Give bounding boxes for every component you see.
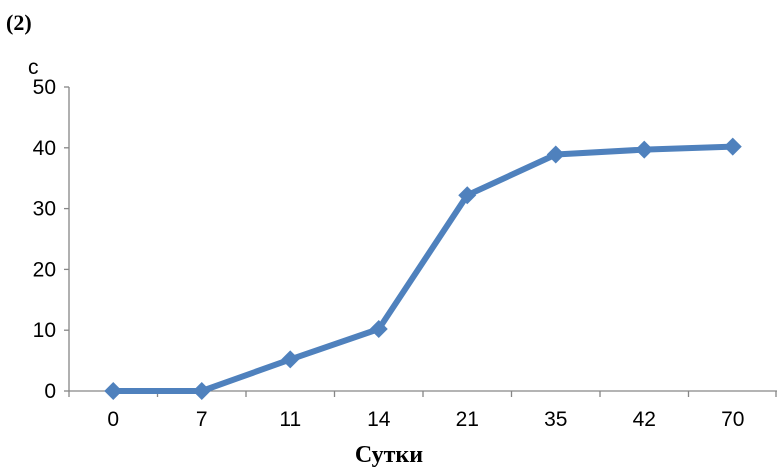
x-tick-label: 7 (196, 408, 208, 431)
x-tick-label: 21 (456, 408, 479, 431)
data-point-marker (104, 382, 123, 400)
y-axis-label: с (28, 56, 39, 79)
y-tick-label: 30 (33, 198, 56, 221)
series-line (110, 143, 736, 394)
y-tick-label: 50 (33, 76, 56, 99)
y-axis: 0 10 20 30 40 50 (33, 76, 70, 403)
marker-group (104, 137, 742, 400)
x-tick-label: 0 (107, 408, 119, 431)
x-axis-title: Сутки (355, 442, 423, 468)
data-point-marker (281, 350, 300, 369)
y-tick-label: 0 (44, 380, 56, 403)
x-tick-label: 70 (721, 408, 744, 431)
x-axis: 0 7 11 14 21 35 42 70 (68, 390, 777, 431)
y-tick-label: 40 (33, 137, 56, 160)
x-tick-label: 35 (544, 408, 567, 431)
data-point-marker (192, 382, 211, 400)
x-tick-label: 14 (367, 408, 391, 431)
data-point-marker (458, 186, 477, 205)
x-tick-label: 42 (633, 408, 656, 431)
y-tick-label: 10 (33, 319, 56, 342)
data-point-marker (635, 140, 654, 159)
panel-label: (2) (6, 10, 32, 35)
data-point-marker (369, 319, 388, 338)
series-group (110, 143, 736, 394)
data-point-marker (723, 137, 742, 156)
y-tick-label: 20 (33, 258, 56, 281)
x-tick-label: 11 (279, 408, 301, 431)
data-point-marker (546, 145, 565, 164)
